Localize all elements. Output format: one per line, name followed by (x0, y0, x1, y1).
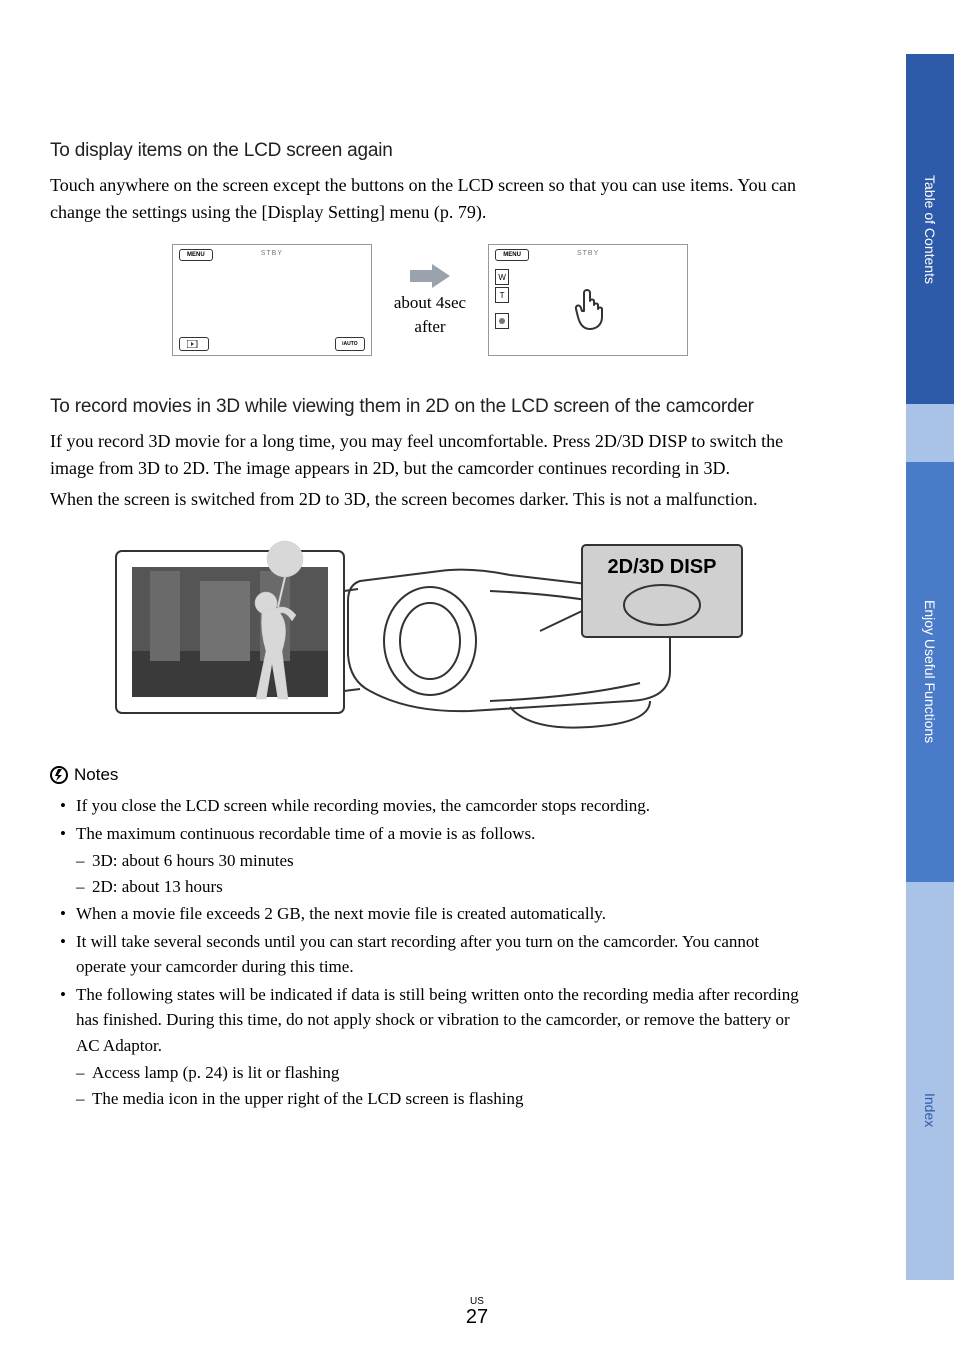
note-subitem: 3D: about 6 hours 30 minutes (76, 848, 810, 874)
note-item: If you close the LCD screen while record… (60, 793, 810, 819)
section1-body: Touch anywhere on the screen except the … (50, 172, 810, 226)
lcd-before: MENU STBY iAUTO (172, 244, 372, 356)
tab-toc[interactable]: Table of Contents (906, 54, 954, 404)
note-subitem: Access lamp (p. 24) is lit or flashing (76, 1060, 810, 1086)
tab-index[interactable]: Index (906, 940, 954, 1280)
zoom-wide-icon: W (495, 269, 509, 285)
page-content: To display items on the LCD screen again… (0, 0, 870, 1153)
note-subitem: The media icon in the upper right of the… (76, 1086, 810, 1112)
note-item: The following states will be indicated i… (60, 982, 810, 1112)
note-sublist: 3D: about 6 hours 30 minutes 2D: about 1… (76, 848, 810, 899)
notes-list: If you close the LCD screen while record… (50, 793, 810, 1111)
note-sublist: Access lamp (p. 24) is lit or flashing T… (76, 1060, 810, 1111)
touch-hand-icon (570, 287, 610, 336)
page-number: US 27 (466, 1297, 488, 1327)
note-subitem: 2D: about 13 hours (76, 874, 810, 900)
notes-heading-text: Notes (74, 765, 118, 785)
section2-body2: When the screen is switched from 2D to 3… (50, 486, 810, 513)
stby-label: STBY (577, 250, 599, 257)
section2-heading: To record movies in 3D while viewing the… (50, 396, 810, 418)
stby-label: STBY (261, 250, 283, 257)
section1-heading: To display items on the LCD screen again (50, 140, 810, 162)
record-icon (495, 313, 509, 329)
zoom-tele-icon: T (495, 287, 509, 303)
arrow-label-1: about 4sec (394, 292, 466, 314)
menu-button-icon: MENU (495, 249, 529, 261)
arrow-column: about 4sec after (394, 262, 466, 338)
lcd-after: MENU STBY W T (488, 244, 688, 356)
menu-button-icon: MENU (179, 249, 213, 261)
arrow-label-2: after (414, 316, 445, 338)
notes-heading: Notes (50, 765, 810, 785)
camcorder-illustration: 2D/3D DISP (50, 531, 810, 741)
lcd-figure-row: MENU STBY iAUTO about 4sec after MENU ST… (50, 244, 810, 356)
tab-enjoy-useful-functions[interactable]: Enjoy Useful Functions (906, 462, 954, 882)
page-n: 27 (466, 1307, 488, 1327)
playback-icon (179, 337, 209, 351)
tab-spacer (906, 404, 954, 462)
note-item: The maximum continuous recordable time o… (60, 821, 810, 900)
tab-spacer (906, 882, 954, 940)
note-item: It will take several seconds until you c… (60, 929, 810, 980)
notes-icon (50, 766, 68, 784)
zoom-controls: W T (495, 269, 509, 329)
arrow-right-icon (408, 262, 452, 290)
section2-body1: If you record 3D movie for a long time, … (50, 428, 810, 482)
note-item: When a movie file exceeds 2 GB, the next… (60, 901, 810, 927)
iauto-icon: iAUTO (335, 337, 365, 351)
disp-button-label: 2D/3D DISP (608, 556, 717, 578)
side-tabs: Table of Contents Enjoy Useful Functions… (906, 54, 954, 1280)
